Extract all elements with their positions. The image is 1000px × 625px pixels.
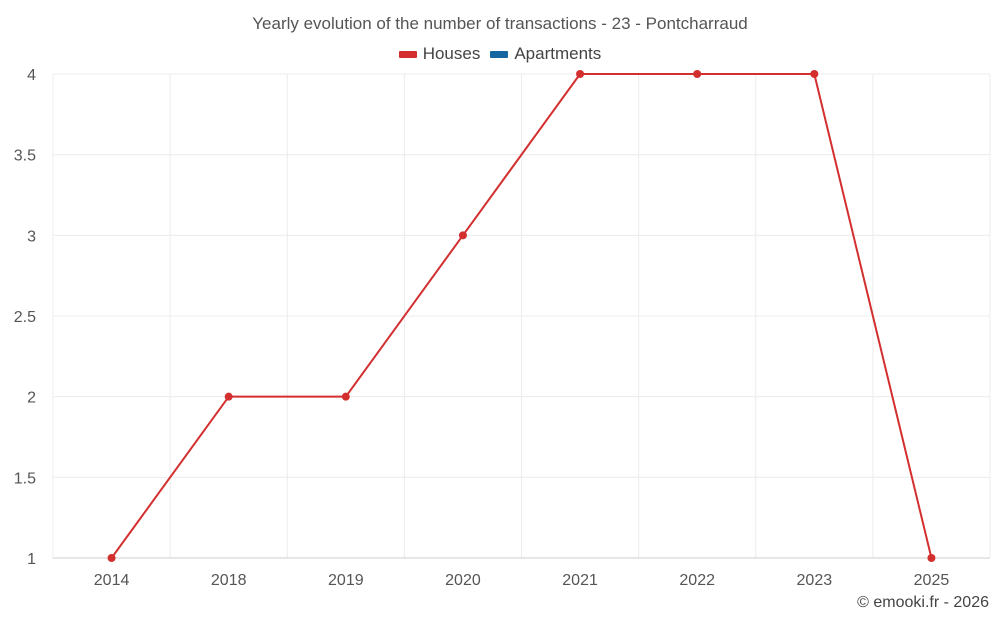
y-tick-label: 1 bbox=[27, 551, 36, 568]
y-tick-label: 2.5 bbox=[14, 309, 36, 326]
legend-label-apartments: Apartments bbox=[514, 44, 602, 63]
data-point-houses bbox=[576, 70, 585, 78]
x-tick-label: 2022 bbox=[679, 572, 715, 589]
x-tick-label: 2014 bbox=[94, 572, 130, 589]
x-tick-label: 2021 bbox=[562, 572, 598, 589]
legend-label-houses: Houses bbox=[422, 44, 481, 63]
y-tick-label: 1.5 bbox=[14, 470, 36, 487]
y-tick-label: 3 bbox=[27, 228, 36, 245]
x-tick-label: 2020 bbox=[445, 572, 481, 589]
legend-swatch-apartments bbox=[490, 50, 509, 58]
chart-legend: Houses Apartments bbox=[0, 44, 1000, 64]
series-line-houses bbox=[110, 73, 933, 559]
legend-swatch-houses bbox=[398, 50, 417, 58]
data-point-houses bbox=[810, 70, 819, 78]
data-point-houses bbox=[341, 392, 350, 401]
credit-text: © emooki.fr - 2026 bbox=[857, 594, 989, 611]
legend-item-apartments[interactable]: Apartments bbox=[490, 44, 601, 64]
data-point-houses bbox=[927, 554, 936, 562]
y-tick-label: 4 bbox=[27, 67, 36, 84]
legend-item-houses[interactable]: Houses bbox=[398, 44, 481, 64]
x-tick-label: 2018 bbox=[211, 572, 247, 589]
y-tick-label: 3.5 bbox=[14, 148, 36, 165]
data-point-houses bbox=[224, 392, 233, 401]
data-point-houses bbox=[107, 554, 116, 562]
x-tick-label: 2019 bbox=[328, 572, 364, 589]
y-tick-label: 2 bbox=[27, 390, 36, 407]
x-tick-label: 2023 bbox=[797, 572, 833, 589]
x-tick-label: 2025 bbox=[914, 572, 950, 589]
data-point-houses bbox=[693, 70, 702, 78]
chart-title: Yearly evolution of the number of transa… bbox=[252, 14, 748, 33]
data-point-houses bbox=[458, 231, 467, 240]
